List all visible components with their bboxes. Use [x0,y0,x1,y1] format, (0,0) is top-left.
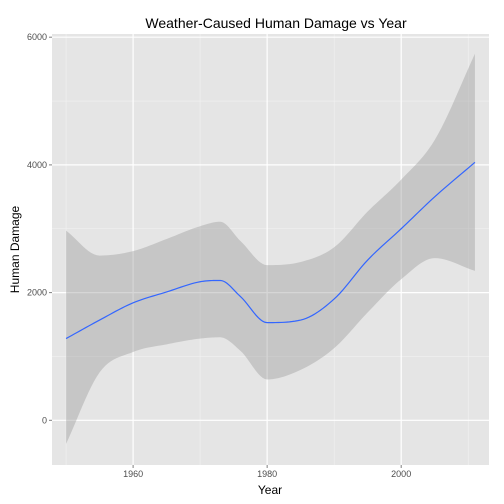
x-tick-label: 2000 [391,469,411,479]
axis-ticks: 1960 1980 2000 0 2000 4000 6000 [27,32,411,479]
y-tick-label: 2000 [27,288,47,298]
x-tick-label: 1980 [257,469,277,479]
major-gridlines [52,34,489,465]
y-tick-label: 4000 [27,160,47,170]
y-tick-label: 0 [42,415,47,425]
y-tick-label: 6000 [27,32,47,42]
chart-title: Weather-Caused Human Damage vs Year [145,15,407,31]
x-axis-title: Year [258,483,282,497]
y-axis-title: Human Damage [8,205,22,293]
smooth-trend-line [65,161,476,340]
x-tick-label: 1960 [123,469,143,479]
confidence-band [66,53,475,444]
minor-gridlines [52,34,489,465]
plot-panel [52,34,489,465]
